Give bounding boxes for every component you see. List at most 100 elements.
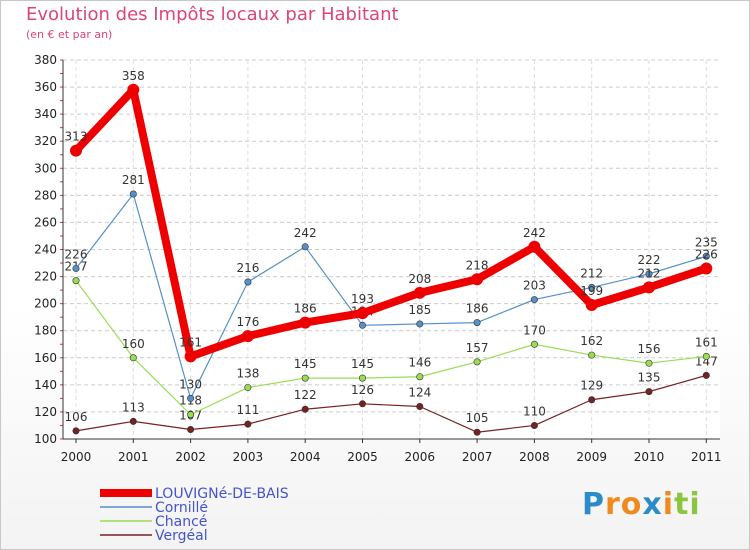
data-point <box>473 319 481 327</box>
data-label: 161 <box>179 335 202 349</box>
data-point <box>129 417 137 425</box>
data-label: 281 <box>122 173 145 187</box>
data-label: 186 <box>466 302 489 316</box>
data-label: 106 <box>65 410 88 424</box>
data-point <box>241 330 254 343</box>
series-line <box>72 85 711 361</box>
data-point <box>530 421 538 429</box>
data-point <box>416 403 424 411</box>
y-tick-label: 360 <box>34 80 57 94</box>
data-point <box>473 358 481 366</box>
x-tick-label: 2002 <box>175 450 206 464</box>
data-point <box>530 296 538 304</box>
series-line <box>75 280 707 416</box>
legend-label: Cornillé <box>155 500 208 516</box>
data-point <box>187 394 195 402</box>
data-label: 130 <box>179 377 202 391</box>
data-point <box>413 286 426 299</box>
data-label: 124 <box>408 386 431 400</box>
data-label: 313 <box>65 130 88 144</box>
data-label: 157 <box>466 341 489 355</box>
data-label: 199 <box>580 284 603 298</box>
legend-label: LOUVIGNé-DE-BAIS <box>155 486 289 502</box>
data-label: 235 <box>695 235 718 249</box>
chart-subtitle: (en € et par an) <box>26 28 113 41</box>
data-label: 193 <box>351 292 374 306</box>
y-tick-label: 100 <box>34 432 57 446</box>
series-line <box>75 374 707 433</box>
data-point <box>585 298 598 311</box>
data-label: 226 <box>65 247 88 261</box>
x-tick-label: 2007 <box>462 450 493 464</box>
data-label: 147 <box>695 354 718 368</box>
data-label: 113 <box>122 400 145 414</box>
data-label: 145 <box>351 357 374 371</box>
x-tick-label: 2005 <box>347 450 378 464</box>
data-point <box>702 352 710 360</box>
data-point <box>645 359 653 367</box>
data-label: 135 <box>638 371 661 385</box>
data-point <box>129 190 137 198</box>
series-louvigne-de-bais: 313 358 161 176 186 193 208 218 242 199 212 226 <box>65 69 718 363</box>
data-point <box>244 420 252 428</box>
data-point <box>416 320 424 328</box>
series-chanc: 217160118138145145146157170162156161 <box>65 260 718 419</box>
series-line <box>75 193 707 399</box>
data-label: 186 <box>294 302 317 316</box>
data-label: 161 <box>695 335 718 349</box>
x-tick-label: 2011 <box>691 450 722 464</box>
data-label: 176 <box>236 315 259 329</box>
data-label: 185 <box>408 303 431 317</box>
proxiti-logo: Proxiti <box>582 487 701 522</box>
y-tick-label: 200 <box>34 297 57 311</box>
data-label: 156 <box>638 342 661 356</box>
data-label: 110 <box>523 404 546 418</box>
data-point <box>416 373 424 381</box>
x-tick-label: 2010 <box>634 450 665 464</box>
data-label: 111 <box>236 403 259 417</box>
data-point <box>528 240 541 253</box>
y-tick-label: 260 <box>34 215 57 229</box>
data-point <box>184 350 197 363</box>
x-tick-label: 2009 <box>576 450 607 464</box>
legend-label: Vergéal <box>155 528 208 544</box>
y-tick-label: 140 <box>34 378 57 392</box>
data-point <box>702 371 710 379</box>
x-tick-label: 2008 <box>519 450 550 464</box>
data-point <box>244 278 252 286</box>
data-point <box>645 388 653 396</box>
data-point <box>301 374 309 382</box>
data-label: 105 <box>466 411 489 425</box>
y-tick-label: 340 <box>34 107 57 121</box>
y-tick-label: 380 <box>34 53 57 67</box>
data-point <box>356 307 369 320</box>
x-tick-label: 2003 <box>233 450 264 464</box>
data-point <box>645 270 653 278</box>
data-point <box>588 351 596 359</box>
y-tick-label: 240 <box>34 243 57 257</box>
data-label: 222 <box>638 253 661 267</box>
data-label: 208 <box>408 272 431 286</box>
data-label: 162 <box>580 334 603 348</box>
data-point <box>530 340 538 348</box>
data-label: 145 <box>294 357 317 371</box>
legend-item: LOUVIGNé-DE-BAIS <box>100 486 289 502</box>
data-point <box>301 243 309 251</box>
y-tick-label: 180 <box>34 324 57 338</box>
data-point <box>72 277 80 285</box>
data-point <box>358 321 366 329</box>
data-label: 212 <box>580 266 603 280</box>
data-point <box>127 83 140 96</box>
y-tick-label: 300 <box>34 161 57 175</box>
chart-title: Evolution des Impôts locaux par Habitant <box>26 4 399 25</box>
data-label: 242 <box>523 226 546 240</box>
data-point <box>358 400 366 408</box>
legend-item: Chancé <box>100 514 207 530</box>
data-label: 138 <box>236 367 259 381</box>
data-point <box>299 316 312 329</box>
legend-item: Cornillé <box>100 500 208 516</box>
data-label: 129 <box>580 379 603 393</box>
data-point <box>588 396 596 404</box>
data-point <box>244 384 252 392</box>
data-point <box>129 354 137 362</box>
